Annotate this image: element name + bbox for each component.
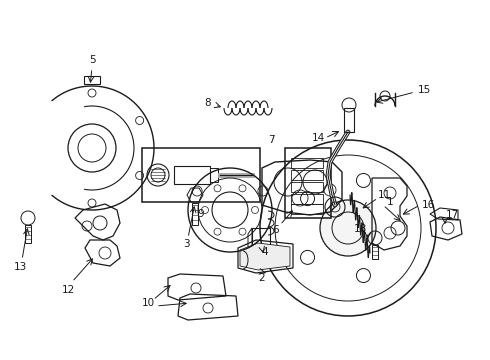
Text: 1: 1: [387, 197, 393, 207]
Text: 15: 15: [417, 85, 431, 95]
Bar: [210, 168, 218, 182]
Text: 2: 2: [259, 273, 265, 283]
Bar: [25, 225, 31, 243]
Bar: [285, 148, 331, 218]
Text: 16: 16: [421, 200, 435, 210]
Text: 6: 6: [273, 225, 279, 235]
Text: 5: 5: [89, 55, 96, 65]
Text: 10: 10: [142, 298, 154, 308]
Bar: [174, 166, 210, 184]
Text: 4: 4: [262, 247, 269, 257]
Polygon shape: [240, 243, 290, 270]
Text: 14: 14: [311, 133, 324, 143]
Bar: [142, 148, 260, 202]
Bar: [291, 158, 323, 168]
Bar: [291, 182, 323, 192]
Text: 12: 12: [61, 285, 74, 295]
Text: 13: 13: [13, 262, 26, 272]
Text: 11: 11: [377, 190, 391, 200]
Circle shape: [320, 200, 376, 256]
Text: 17: 17: [445, 210, 459, 220]
Text: 9: 9: [197, 209, 204, 219]
Bar: [291, 204, 323, 214]
Bar: [192, 203, 198, 225]
Bar: [252, 228, 270, 256]
Text: 3: 3: [183, 239, 189, 249]
Text: 18: 18: [353, 224, 367, 234]
Bar: [344, 108, 354, 132]
Text: 8: 8: [205, 98, 211, 108]
Text: 7: 7: [268, 135, 274, 145]
Bar: [372, 245, 378, 259]
Bar: [291, 194, 323, 204]
Bar: [291, 170, 323, 180]
